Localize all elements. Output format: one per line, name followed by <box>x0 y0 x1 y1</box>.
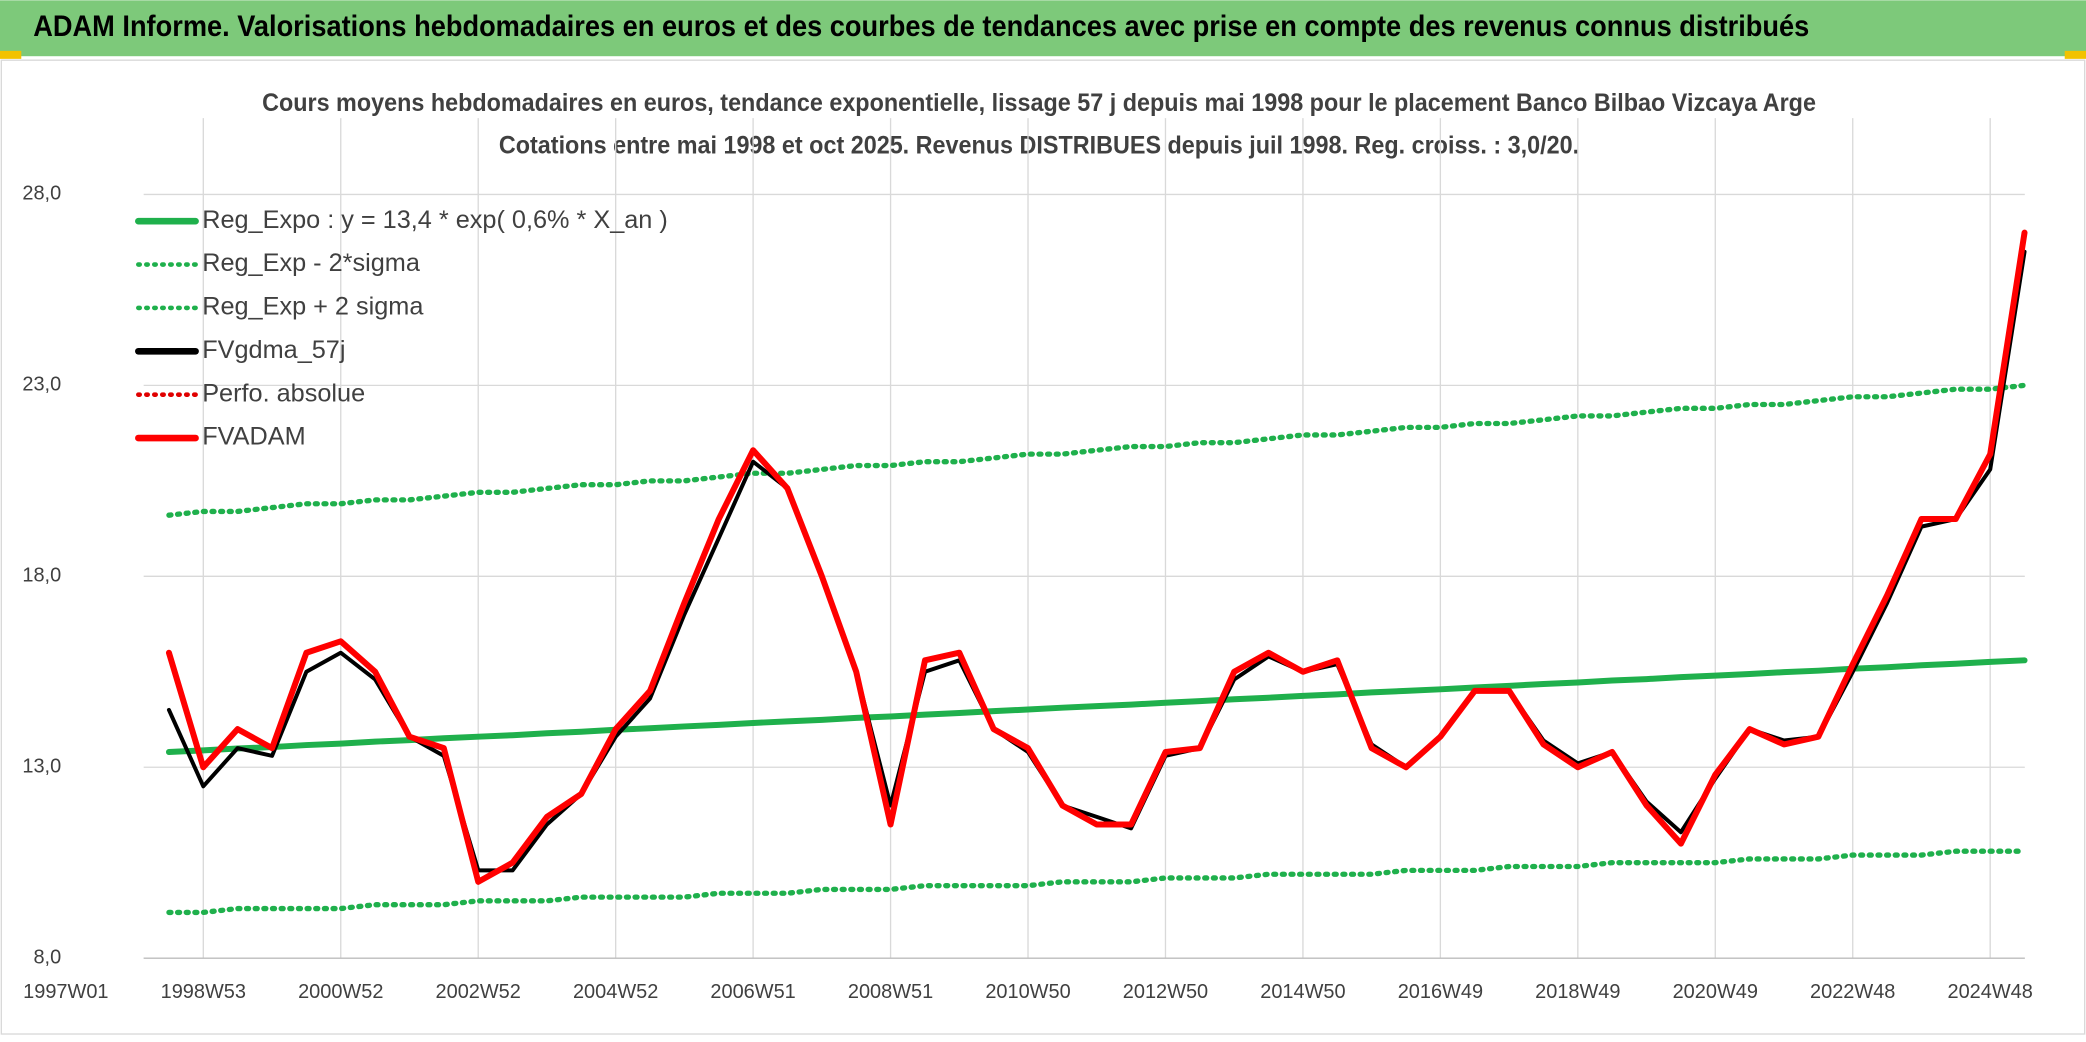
legend-label: FVgdma_57j <box>202 336 345 364</box>
legend-label: Reg_Exp + 2 sigma <box>202 293 424 321</box>
series-line <box>165 229 2028 885</box>
legend-label: Reg_Expo : y = 13,4 * exp( 0,6% * X_an ) <box>202 206 668 234</box>
chart-subtitle: Cotations entre mai 1998 et oct 2025. Re… <box>499 131 1579 159</box>
legend-label: Reg_Exp - 2*sigma <box>202 249 421 277</box>
x-tick-label: 2018W49 <box>1535 981 1620 1003</box>
x-tick-label: 2012W50 <box>1123 981 1208 1003</box>
x-tick-label: 2008W51 <box>848 981 933 1003</box>
y-tick-label: 23,0 <box>22 374 61 396</box>
x-tick-label: 1997W01 <box>23 981 108 1003</box>
x-tick-label: 2020W49 <box>1673 981 1758 1003</box>
x-tick-label: 2014W50 <box>1260 981 1345 1003</box>
chart-area <box>0 59 2086 1035</box>
header-title: ADAM Informe. Valorisations hebdomadaire… <box>33 11 1809 43</box>
x-tick-label: 2016W49 <box>1398 981 1483 1003</box>
y-tick-label: 18,0 <box>22 565 61 587</box>
x-tick-label: 2022W48 <box>1810 981 1895 1003</box>
corner <box>2064 50 2086 59</box>
series-line <box>165 657 2028 755</box>
x-tick-label: 2002W52 <box>436 981 521 1003</box>
y-tick-label: 28,0 <box>22 183 61 205</box>
x-tick-label: 2006W51 <box>710 981 795 1003</box>
y-tick-label: 13,0 <box>22 756 61 778</box>
chart-title: Cours moyens hebdomadaires en euros, ten… <box>262 89 1816 117</box>
corner <box>0 50 22 59</box>
plot: 8,0 13,0 18,0 23,0 28,0 1997W01 1998W53 2000W52… <box>22 118 2033 1003</box>
series-line <box>166 382 2028 518</box>
legend-label: Perfo. absolue <box>202 379 365 407</box>
header-banner <box>0 0 2086 57</box>
x-tick-label: 2024W48 <box>1948 981 2033 1003</box>
x-tick-label: 2004W52 <box>573 981 658 1003</box>
legend-label: FVADAM <box>202 423 305 451</box>
x-tick-label: 1998W53 <box>161 981 246 1003</box>
x-tick-label: 2000W52 <box>298 981 383 1003</box>
series-line <box>166 848 2028 916</box>
y-tick-label: 8,0 <box>33 946 61 968</box>
x-tick-label: 2010W50 <box>985 981 1070 1003</box>
